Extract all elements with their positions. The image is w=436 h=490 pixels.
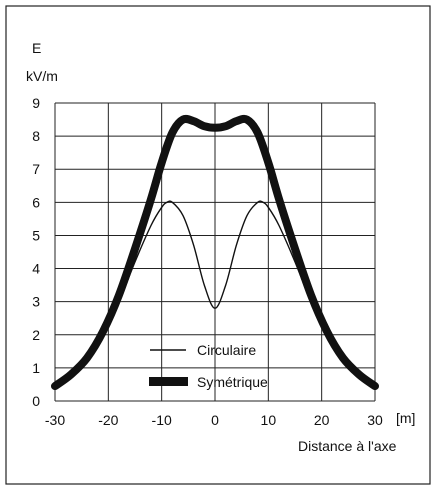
series-layer: [51, 114, 379, 391]
x-tick-label: -30: [45, 412, 65, 428]
x-axis-unit: [m]: [396, 410, 415, 426]
y-tick-label: 8: [32, 128, 40, 144]
y-tick-label: 4: [32, 261, 40, 277]
y-tick-label: 0: [32, 393, 40, 409]
y-tick-label: 2: [32, 327, 40, 343]
y-axis-unit: kV/m: [26, 68, 58, 84]
legend-label-circulaire: Circulaire: [197, 342, 256, 358]
x-tick-label: -20: [98, 412, 118, 428]
grid: [54, 102, 376, 402]
axes: -30 -20 -10 0 10 20 30 0 1 2 3 4 5 6 7 8 9: [32, 95, 383, 428]
y-tick-label: 6: [32, 194, 40, 210]
y-tick-label: 3: [32, 294, 40, 310]
y-tick-label: 7: [32, 161, 40, 177]
x-tick-label: 20: [314, 412, 330, 428]
legend-label-symetrique: Symétrique: [197, 374, 268, 390]
series-line-symetrique: [51, 114, 379, 391]
x-axis-label: Distance à l'axe: [298, 438, 397, 454]
x-tick-label: 0: [211, 412, 219, 428]
outer-border: [5, 5, 431, 485]
y-tick-label: 1: [32, 360, 40, 376]
y-axis-symbol: E: [32, 40, 41, 56]
series-line-circulaire: [54, 200, 376, 384]
x-tick-label: 30: [367, 412, 383, 428]
legend-swatch-symetrique: [149, 377, 188, 386]
legend: Circulaire Symétrique: [149, 342, 268, 390]
y-tick-label: 9: [32, 95, 40, 111]
x-tick-label: 10: [261, 412, 277, 428]
x-tick-label: -10: [152, 412, 172, 428]
y-tick-label: 5: [32, 227, 40, 243]
